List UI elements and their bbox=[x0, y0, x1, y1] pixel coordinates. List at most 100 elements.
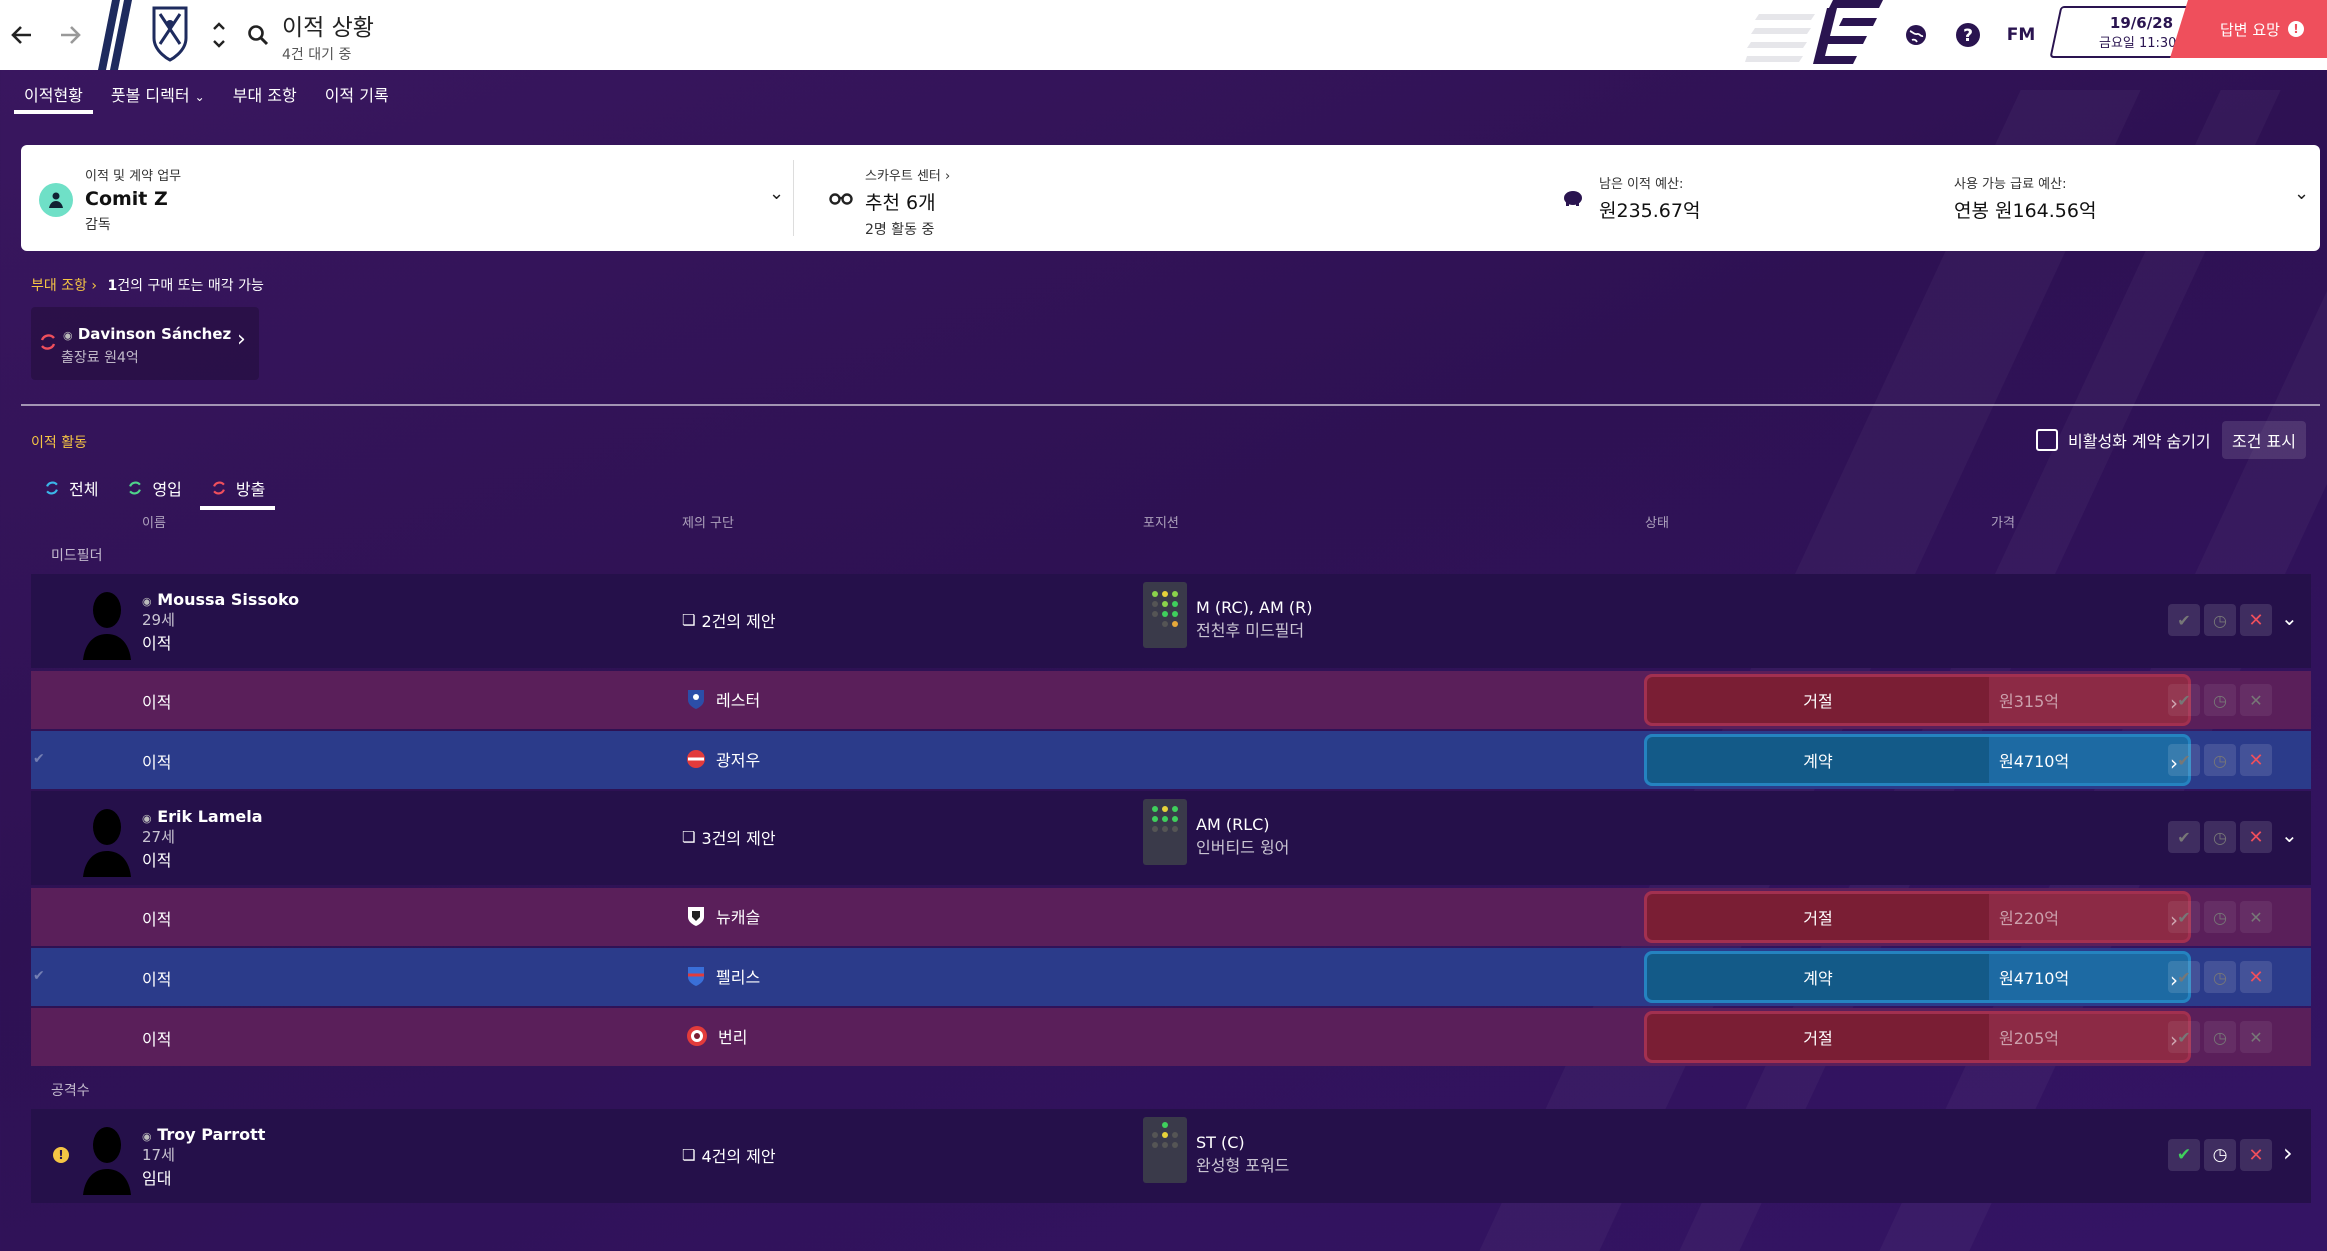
player-row[interactable]: ◉ Moussa Sissoko 29세 이적 ❏ 2건의 제안 M (RC),… bbox=[31, 574, 2311, 668]
delay-button[interactable]: ◷ bbox=[2204, 1139, 2236, 1171]
offer-status-label: 계약 bbox=[1647, 954, 1989, 1000]
accept-button[interactable]: ✔ bbox=[2168, 901, 2200, 933]
offer-price: 원4710억 bbox=[1999, 969, 2070, 988]
column-club[interactable]: 제의 구단 bbox=[682, 516, 734, 531]
column-status[interactable]: 상태 bbox=[1645, 516, 1669, 531]
offers-count[interactable]: ❏ 4건의 제안 bbox=[682, 1143, 776, 1167]
chevron-down-icon[interactable]: ⌄ bbox=[769, 183, 785, 204]
reject-button[interactable]: ✕ bbox=[2240, 1139, 2272, 1171]
player-row[interactable]: ! ◉ Troy Parrott 17세 임대 ❏ 4건의 제안 ST (C) … bbox=[31, 1109, 2311, 1203]
offer-status[interactable]: 계약 원4710억 › bbox=[1644, 951, 2191, 1003]
offer-club[interactable]: 레스터 bbox=[686, 687, 760, 711]
offer-row[interactable]: 이적 레스터 거절 원315억 › ✔ ◷ ✕ bbox=[31, 671, 2311, 729]
reject-button[interactable]: ✕ bbox=[2240, 604, 2272, 636]
reply-required-button[interactable]: 답변 요망 ! bbox=[2170, 0, 2327, 58]
offer-row[interactable]: 이적 뉴캐슬 거절 원220억 › ✔ ◷ ✕ bbox=[31, 888, 2311, 946]
reject-button[interactable]: ✕ bbox=[2240, 684, 2272, 716]
hide-inactive-checkbox[interactable] bbox=[2036, 429, 2058, 451]
reject-button[interactable]: ✕ bbox=[2240, 1021, 2272, 1053]
accept-button[interactable]: ✔ bbox=[2168, 1139, 2200, 1171]
column-price[interactable]: 가격 bbox=[1991, 516, 2015, 531]
offers-count[interactable]: ❏ 2건의 제안 bbox=[682, 608, 776, 632]
offer-club[interactable]: 뉴캐슬 bbox=[686, 904, 760, 928]
player-name[interactable]: Erik Lamela bbox=[157, 807, 263, 826]
fm-stripes-logo bbox=[1745, 0, 1895, 70]
reject-button[interactable]: ✕ bbox=[2240, 821, 2272, 853]
wage-budget-section[interactable]: 사용 가능 급료 예산: 연봉 원164.56억 ⌄ bbox=[1954, 145, 2320, 251]
chevron-down-icon[interactable]: ⌄ bbox=[2281, 606, 2298, 630]
world-globe-icon[interactable] bbox=[1898, 17, 1934, 53]
player-row[interactable]: ◉ Erik Lamela 27세 이적 ❏ 3건의 제안 AM (RLC) 인… bbox=[31, 791, 2311, 885]
chevron-down-icon[interactable]: ⌄ bbox=[2281, 823, 2298, 847]
offers-count[interactable]: ❏ 3건의 제안 bbox=[682, 825, 776, 849]
column-name[interactable]: 이름 bbox=[142, 516, 166, 531]
offer-club[interactable]: 펠리스 bbox=[686, 964, 760, 988]
delay-button[interactable]: ◷ bbox=[2204, 604, 2236, 636]
reject-button[interactable]: ✕ bbox=[2240, 901, 2272, 933]
position-pitch-icon bbox=[1143, 799, 1187, 865]
chevron-down-icon[interactable]: ⌄ bbox=[2294, 183, 2310, 204]
accept-button[interactable]: ✔ bbox=[2168, 744, 2200, 776]
squad-planner-player-card[interactable]: ◉ Davinson Sánchez 출장료 원4억 › bbox=[31, 307, 259, 380]
chevron-right-icon: › bbox=[2170, 1028, 2178, 1052]
chevron-down-icon: ⌄ bbox=[194, 90, 205, 104]
fm-menu-button[interactable]: FM bbox=[2006, 25, 2036, 45]
filter-incoming[interactable]: 영입 bbox=[116, 468, 191, 508]
page-title-text: 이적 상황 bbox=[282, 15, 374, 41]
offer-club[interactable]: 광저우 bbox=[686, 747, 760, 771]
offer-status[interactable]: 거절 원205억 › bbox=[1644, 1011, 2191, 1063]
tab-football-director[interactable]: 풋볼 디렉터 ⌄ bbox=[97, 70, 219, 114]
delay-button[interactable]: ◷ bbox=[2204, 744, 2236, 776]
check-icon: ✔ bbox=[2177, 827, 2191, 847]
accept-button[interactable]: ✔ bbox=[2168, 604, 2200, 636]
offer-status[interactable]: 거절 원315억 › bbox=[1644, 674, 2191, 726]
chevron-right-icon: › bbox=[237, 327, 246, 352]
delay-button[interactable]: ◷ bbox=[2204, 821, 2236, 853]
back-arrow-icon[interactable] bbox=[4, 17, 40, 53]
club-crest-logo[interactable] bbox=[90, 0, 210, 70]
forward-arrow-icon[interactable] bbox=[52, 17, 88, 53]
column-position[interactable]: 포지션 bbox=[1143, 516, 1179, 531]
offer-status[interactable]: 거절 원220억 › bbox=[1644, 891, 2191, 943]
reject-button[interactable]: ✕ bbox=[2240, 961, 2272, 993]
search-icon[interactable] bbox=[240, 17, 276, 53]
reject-button[interactable]: ✕ bbox=[2240, 744, 2272, 776]
hide-inactive-toggle[interactable]: 비활성화 계약 숨기기 bbox=[2036, 428, 2211, 452]
offer-row[interactable]: ✔ 이적 펠리스 계약 원4710억 › ✔ ◷ ✕ bbox=[31, 948, 2311, 1006]
accept-button[interactable]: ✔ bbox=[2168, 961, 2200, 993]
offer-club[interactable]: 번리 bbox=[686, 1024, 747, 1048]
delay-button[interactable]: ◷ bbox=[2204, 684, 2236, 716]
offer-row[interactable]: 이적 번리 거절 원205억 › ✔ ◷ ✕ bbox=[31, 1008, 2311, 1066]
clock-icon: ◷ bbox=[2213, 967, 2227, 987]
deal-type: 이적 bbox=[142, 634, 172, 653]
player-name[interactable]: Moussa Sissoko bbox=[157, 590, 300, 609]
filter-all[interactable]: 전체 bbox=[33, 468, 108, 508]
tab-transfer-status[interactable]: 이적현황 bbox=[10, 70, 97, 114]
squad-planner-link[interactable]: 부대 조항 › bbox=[31, 278, 98, 294]
check-icon: ✔ bbox=[2177, 1027, 2191, 1047]
offer-status[interactable]: 계약 원4710억 › bbox=[1644, 734, 2191, 786]
up-down-switch-icon[interactable] bbox=[206, 17, 232, 53]
player-name[interactable]: Troy Parrott bbox=[157, 1125, 266, 1144]
scout-center-link[interactable]: 스카우트 센터 › bbox=[865, 165, 950, 184]
warning-icon: ! bbox=[53, 1147, 69, 1163]
offer-row[interactable]: ✔ 이적 광저우 계약 원4710억 › ✔ ◷ ✕ bbox=[31, 731, 2311, 789]
scout-center-section[interactable]: 스카우트 센터 › 추천 6개 2명 활동 중 bbox=[811, 145, 1541, 251]
offer-type: 이적 bbox=[142, 910, 172, 929]
filter-outgoing[interactable]: 방출 bbox=[199, 468, 276, 510]
player-silhouette-icon bbox=[83, 809, 131, 877]
delay-button[interactable]: ◷ bbox=[2204, 901, 2236, 933]
tab-transfer-history[interactable]: 이적 기록 bbox=[324, 86, 389, 105]
delay-button[interactable]: ◷ bbox=[2204, 1021, 2236, 1053]
clock-icon: ◷ bbox=[2213, 690, 2227, 710]
accept-button[interactable]: ✔ bbox=[2168, 1021, 2200, 1053]
show-conditions-button[interactable]: 조건 표시 bbox=[2222, 421, 2306, 459]
help-icon[interactable]: ? bbox=[1950, 17, 1986, 53]
delay-button[interactable]: ◷ bbox=[2204, 961, 2236, 993]
chevron-right-icon[interactable]: › bbox=[2283, 1139, 2293, 1167]
accept-button[interactable]: ✔ bbox=[2168, 821, 2200, 853]
transfer-manager-section[interactable]: 이적 및 계약 업무 Comit Z 감독 ⌄ bbox=[21, 145, 791, 251]
accept-button[interactable]: ✔ bbox=[2168, 684, 2200, 716]
offer-type: 이적 bbox=[142, 693, 172, 712]
tab-clauses[interactable]: 부대 조항 bbox=[232, 86, 297, 105]
